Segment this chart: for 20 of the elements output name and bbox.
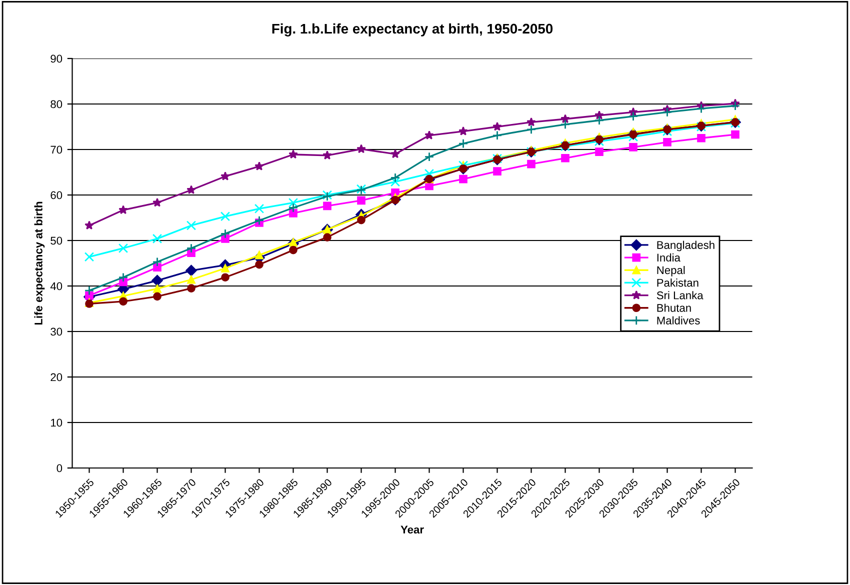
legend-label: Bhutan <box>657 304 691 312</box>
y-tick-label: 30 <box>50 328 62 336</box>
y-tick-label: 40 <box>50 282 62 290</box>
y-tick-label: 10 <box>51 418 62 427</box>
y-tick-label: 60 <box>50 191 62 200</box>
y-tick-label: 80 <box>50 100 62 108</box>
y-axis-title: Life expectancy at birth <box>34 202 45 325</box>
legend-label: Pakistan <box>657 278 698 287</box>
y-tick-label: 0 <box>56 464 62 472</box>
legend-label: Bangladesh <box>657 240 714 252</box>
y-tick-label: 50 <box>50 236 62 245</box>
y-tick-label: 70 <box>50 146 62 154</box>
legend-label: India <box>657 253 680 262</box>
legend-label: Sri Lanka <box>656 291 704 300</box>
legend-label: Nepal <box>657 266 685 276</box>
y-tick-label: 90 <box>50 54 62 63</box>
chart-title: Fig. 1.b.Life expectancy at birth, 1950-2050 <box>272 23 553 36</box>
y-tick-label: 20 <box>50 373 62 382</box>
legend-label: Maldives <box>657 316 700 324</box>
x-axis-title: Year <box>400 526 424 534</box>
